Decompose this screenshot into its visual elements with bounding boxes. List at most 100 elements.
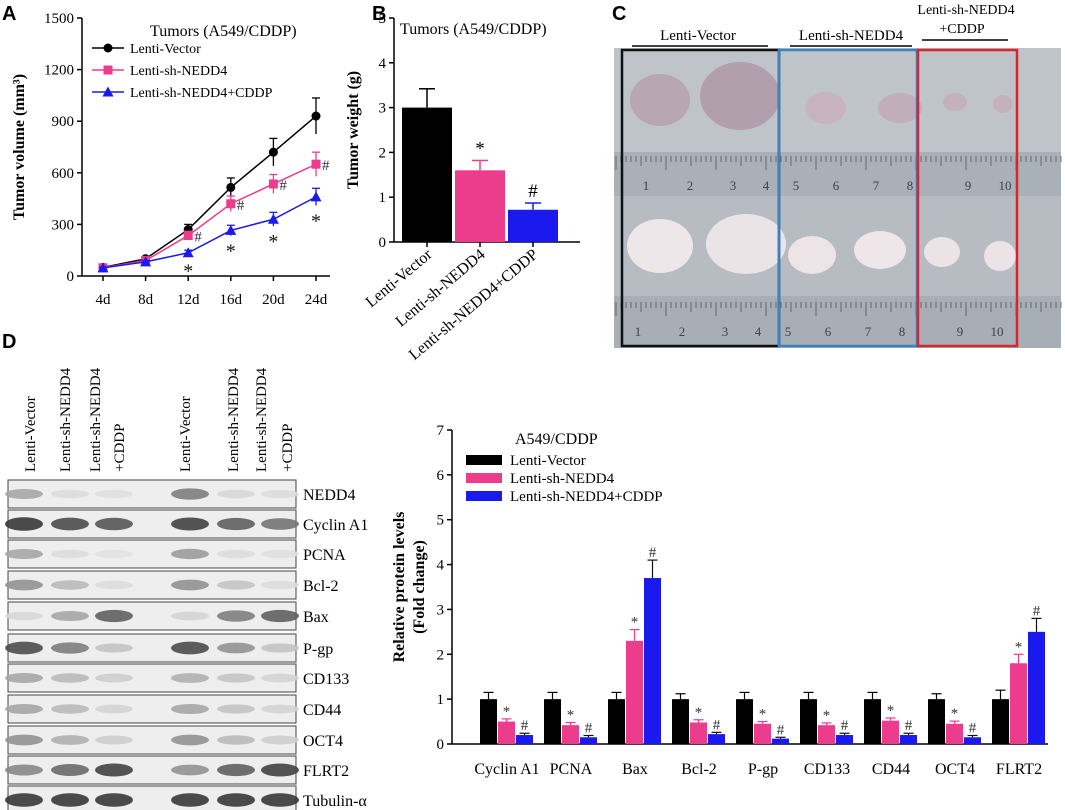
blot-band [51, 517, 89, 531]
significance-mark: * [887, 703, 895, 719]
significance-mark: * [1015, 639, 1023, 655]
blot-band [261, 609, 299, 623]
blot-band [217, 517, 255, 531]
bar [516, 735, 533, 744]
y-tick-label: 0 [437, 737, 445, 753]
blot-band [261, 518, 299, 530]
blot-band [217, 610, 255, 622]
ruler-number: 5 [785, 324, 792, 339]
blot-band [5, 793, 43, 807]
tumor [993, 95, 1013, 113]
blot-band [217, 793, 255, 807]
significance-mark: * [226, 241, 236, 263]
ruler-number: 1 [635, 324, 642, 339]
bar [900, 735, 917, 744]
legend-label: Lenti-sh-NEDD4 [510, 471, 615, 487]
x-tick-label: Cyclin A1 [474, 761, 539, 778]
blot-band [217, 735, 255, 745]
significance-mark: # [528, 181, 538, 202]
blot-band [261, 763, 299, 777]
protein-label: PCNA [303, 547, 346, 564]
blot-band [5, 703, 43, 715]
y-tick-label: 3 [379, 101, 387, 117]
bar [580, 737, 597, 744]
y-tick-label: 1 [437, 692, 445, 708]
lane-label: Lenti-sh-NEDD4 [88, 367, 104, 472]
blot-band [5, 488, 43, 500]
legend-label: Lenti-Vector [130, 42, 201, 57]
tumor [630, 74, 690, 126]
blot-band [171, 488, 209, 500]
group-label: +CDDP [939, 22, 984, 37]
blot-band [5, 548, 43, 560]
ruler-number: 8 [899, 324, 906, 339]
x-tick-label: P-gp [748, 761, 778, 778]
y-tick-label: 300 [52, 217, 75, 233]
blot-band [95, 643, 133, 653]
significance-mark: # [905, 718, 913, 734]
ruler-number: 2 [687, 178, 694, 193]
significance-mark: * [823, 708, 831, 724]
blot-band [261, 489, 299, 499]
blot-band [95, 580, 133, 590]
blot-band [171, 703, 209, 715]
blot-band [261, 549, 299, 559]
ruler-bottom [614, 296, 1061, 348]
ruler-number: 10 [991, 324, 1004, 339]
ruler-number: 9 [957, 324, 964, 339]
legend-swatch [466, 473, 502, 483]
bar [690, 722, 707, 744]
blot-band [261, 793, 299, 807]
bar [772, 738, 789, 744]
bar [964, 737, 981, 744]
data-point [97, 262, 109, 273]
significance-mark: # [777, 722, 785, 738]
bar [1028, 631, 1045, 744]
tumor [878, 93, 922, 123]
legend-marker [103, 43, 113, 53]
group-label: Lenti-Vector [660, 28, 736, 44]
y-tick-label: 1 [379, 190, 387, 206]
series-line [102, 196, 317, 269]
blot-band [51, 735, 89, 745]
ruler-number: 9 [965, 178, 972, 193]
y-tick-label: 600 [52, 166, 75, 182]
significance-mark: * [631, 615, 639, 631]
bar [455, 170, 505, 242]
group-label: Lenti-sh-NEDD4 [917, 3, 1014, 18]
y-tick-label: 1500 [44, 11, 74, 27]
bar [754, 723, 771, 744]
data-point [140, 256, 152, 267]
legend-label: Lenti-sh-NEDD4+CDDP [130, 86, 273, 101]
y-axis-label: Tumor weight (g) [345, 71, 362, 189]
blot-band [95, 549, 133, 559]
ruler-number: 5 [793, 178, 800, 193]
lane-label: Lenti-sh-NEDD4 [58, 367, 74, 472]
ruler-number: 6 [833, 178, 840, 193]
protein-label: NEDD4 [303, 487, 355, 504]
blot-band [5, 517, 43, 531]
series-line [102, 115, 317, 269]
bar [946, 723, 963, 744]
tumor [806, 92, 846, 124]
bar [508, 209, 558, 242]
blot-band [171, 517, 209, 531]
x-tick-label: 8d [138, 292, 154, 308]
blot-band [171, 548, 209, 560]
panel-letter-b: B [372, 3, 386, 25]
blot-band [5, 764, 43, 776]
blot-band [171, 793, 209, 807]
significance-mark: # [585, 720, 593, 736]
ruler-number: 4 [755, 324, 762, 339]
ruler-number: 4 [763, 178, 770, 193]
blot-band [217, 580, 255, 590]
significance-mark: * [567, 707, 575, 723]
x-tick-label: 16d [220, 292, 243, 308]
blot-band [95, 609, 133, 623]
data-point [225, 224, 237, 235]
data-point [226, 199, 236, 209]
y-tick-label: 1200 [44, 63, 74, 79]
ruler-number: 10 [999, 178, 1012, 193]
lane-label: +CDDP [280, 424, 296, 472]
